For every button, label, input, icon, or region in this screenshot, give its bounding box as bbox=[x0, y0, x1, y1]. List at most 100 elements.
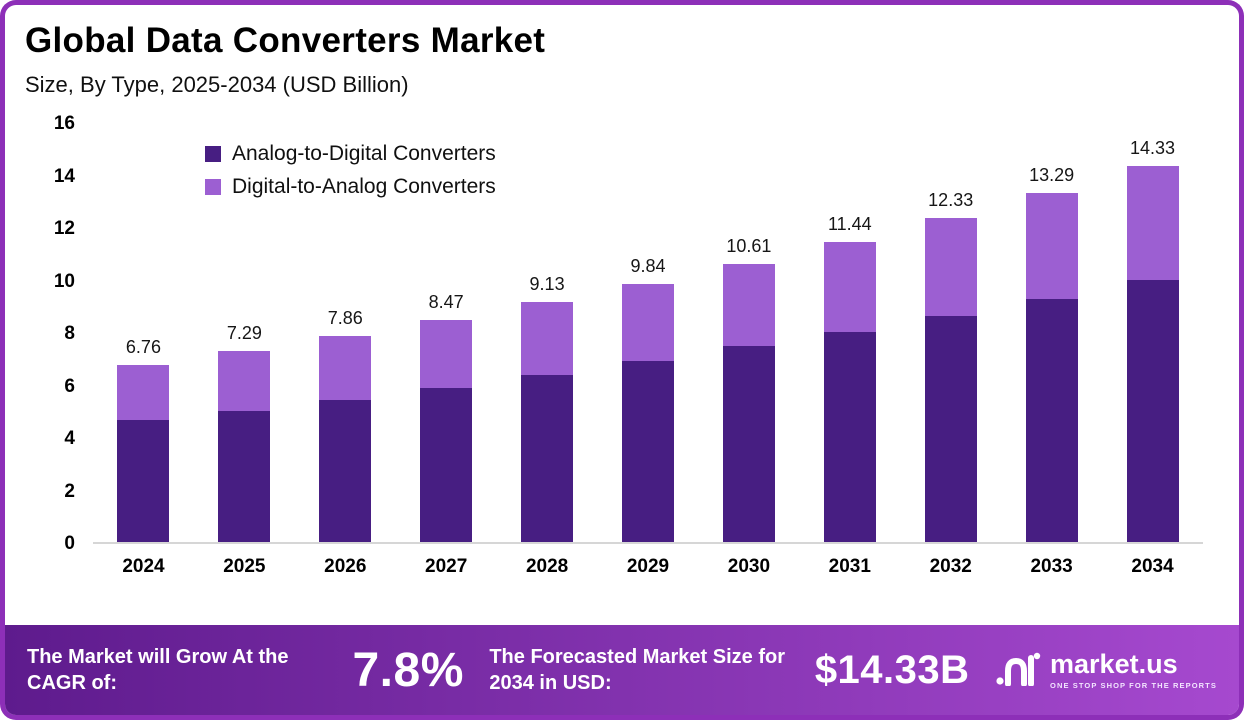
bar-group: 14.33 bbox=[1102, 138, 1203, 542]
legend-item: Analog-to-Digital Converters bbox=[205, 142, 496, 166]
y-tick-label: 10 bbox=[53, 270, 75, 292]
bar-stack bbox=[924, 218, 977, 542]
x-axis: 2024 2025 2026 2027 2028 2029 2030 2031 2032 2033… bbox=[93, 556, 1203, 578]
bar-segment-analog-to-digital bbox=[117, 419, 170, 542]
plot-area: Analog-to-Digital Converters Digital-to-A… bbox=[93, 124, 1203, 544]
bar-segment-analog-to-digital bbox=[319, 400, 372, 542]
cagr-label: The Market will Grow At the CAGR of: bbox=[27, 646, 289, 694]
bar-segment-digital-to-analog bbox=[521, 302, 574, 376]
bar-stack bbox=[823, 241, 876, 542]
market-us-logo-text: market.us ONE STOP SHOP FOR THE REPORTS bbox=[1050, 648, 1217, 690]
bar-stack bbox=[420, 319, 473, 542]
market-us-logo-icon bbox=[995, 650, 1041, 691]
bar-stack bbox=[1126, 165, 1179, 542]
y-tick-label: 8 bbox=[64, 323, 75, 344]
y-tick-label: 16 bbox=[53, 113, 75, 134]
stacked-bar-chart: 0 2 4 6 8 10 12 14 16 Analog-to-Digital Converte… bbox=[5, 113, 1239, 578]
x-axis-label: 2025 bbox=[223, 556, 266, 577]
y-axis: 0 2 4 6 8 10 12 14 16 bbox=[5, 113, 93, 554]
x-axis-label: 2026 bbox=[324, 556, 367, 577]
bar-total-label: 7.29 bbox=[226, 322, 262, 343]
bar-segment-analog-to-digital bbox=[218, 410, 271, 542]
logo-tagline: ONE STOP SHOP FOR THE REPORTS bbox=[1050, 680, 1217, 690]
bar-stack bbox=[722, 263, 775, 542]
legend-item: Digital-to-Analog Converters bbox=[205, 175, 496, 199]
bar-segment-digital-to-analog bbox=[319, 335, 372, 401]
bar-group: 13.29 bbox=[1001, 165, 1102, 542]
bar-group: 7.86 bbox=[295, 308, 396, 542]
bar-group: 12.33 bbox=[900, 190, 1001, 542]
forecast-value: $14.33B bbox=[814, 647, 970, 692]
bar-segment-digital-to-analog bbox=[621, 283, 674, 361]
bar-total-label: 11.44 bbox=[827, 213, 872, 234]
y-tick-label: 0 bbox=[64, 533, 75, 554]
bar-stack bbox=[621, 283, 674, 542]
y-tick-label: 4 bbox=[64, 428, 75, 449]
x-axis-label: 2028 bbox=[525, 556, 569, 577]
page-title: Global Data Converters Market bbox=[25, 21, 546, 60]
x-axis-label: 2031 bbox=[828, 556, 871, 577]
x-axis-label: 2032 bbox=[929, 556, 972, 577]
legend: Analog-to-Digital Converters Digital-to-A… bbox=[205, 142, 496, 199]
legend-swatch bbox=[205, 179, 221, 195]
bar-segment-analog-to-digital bbox=[521, 375, 574, 542]
bar-stack bbox=[218, 350, 271, 542]
bar-total-label: 9.84 bbox=[630, 255, 666, 276]
bar-group: 8.47 bbox=[396, 292, 497, 542]
market-us-logo: market.us ONE STOP SHOP FOR THE REPORTS bbox=[995, 650, 1217, 691]
x-axis-label: 2033 bbox=[1030, 556, 1073, 577]
bar-group: 9.84 bbox=[598, 256, 699, 542]
x-axis-label: 2027 bbox=[425, 556, 468, 577]
legend-label: Analog-to-Digital Converters bbox=[232, 142, 496, 165]
header: Global Data Converters Market Size, By T… bbox=[5, 5, 1239, 98]
logo-name: market.us bbox=[1050, 648, 1178, 679]
bar-stack bbox=[117, 364, 170, 542]
bar-segment-analog-to-digital bbox=[621, 360, 674, 542]
bar-total-label: 7.86 bbox=[327, 307, 363, 328]
bar-group: 10.61 bbox=[698, 235, 799, 542]
bar-group: 6.76 bbox=[93, 337, 194, 542]
bar-segment-analog-to-digital bbox=[722, 346, 775, 542]
bar-stack bbox=[319, 335, 372, 542]
bar-segment-digital-to-analog bbox=[1025, 193, 1078, 300]
y-tick-label: 12 bbox=[53, 218, 75, 239]
x-axis-label: 2024 bbox=[122, 556, 165, 577]
bar-segment-digital-to-analog bbox=[117, 364, 170, 420]
x-axis-label: 2030 bbox=[727, 556, 771, 577]
bar-segment-digital-to-analog bbox=[420, 319, 473, 389]
bar-group: 11.44 bbox=[799, 214, 900, 542]
bar-segment-analog-to-digital bbox=[823, 332, 876, 542]
bar-total-label: 14.33 bbox=[1129, 137, 1176, 158]
bar-total-label: 8.47 bbox=[428, 291, 464, 312]
legend-label: Digital-to-Analog Converters bbox=[232, 175, 496, 198]
bar-total-label: 10.61 bbox=[726, 235, 772, 256]
bar-total-label: 12.33 bbox=[928, 190, 974, 211]
infographic-page: Global Data Converters Market Size, By T… bbox=[5, 5, 1239, 715]
y-tick-label: 2 bbox=[64, 480, 75, 502]
bar-segment-analog-to-digital bbox=[1025, 299, 1078, 542]
bar-stack bbox=[521, 302, 574, 542]
plot-wrap: Analog-to-Digital Converters Digital-to-A… bbox=[93, 124, 1203, 578]
legend-swatch bbox=[205, 146, 221, 162]
footer-banner: The Market will Grow At the CAGR of: 7.8… bbox=[5, 625, 1239, 715]
bar-total-label: 9.13 bbox=[529, 274, 565, 295]
bar-segment-digital-to-analog bbox=[722, 263, 775, 347]
bar-stack bbox=[1025, 193, 1078, 542]
cagr-value: 7.8% bbox=[352, 643, 464, 697]
bar-segment-digital-to-analog bbox=[1126, 165, 1179, 280]
x-axis-label: 2029 bbox=[626, 556, 670, 577]
bar-segment-digital-to-analog bbox=[823, 241, 876, 332]
bar-segment-digital-to-analog bbox=[924, 218, 977, 317]
bar-segment-analog-to-digital bbox=[420, 388, 473, 542]
bar-group: 7.29 bbox=[194, 323, 295, 542]
bar-total-label: 13.29 bbox=[1029, 165, 1075, 186]
x-axis-label: 2034 bbox=[1131, 556, 1174, 577]
forecast-label: The Forecasted Market Size for 2034 in U… bbox=[489, 646, 785, 694]
bar-total-label: 6.76 bbox=[125, 336, 161, 357]
bar-segment-digital-to-analog bbox=[218, 350, 271, 411]
bar-segment-analog-to-digital bbox=[924, 316, 977, 542]
bar-group: 9.13 bbox=[497, 274, 598, 542]
page-subtitle: Size, By Type, 2025-2034 (USD Billion) bbox=[25, 72, 409, 97]
y-tick-label: 14 bbox=[53, 165, 75, 187]
